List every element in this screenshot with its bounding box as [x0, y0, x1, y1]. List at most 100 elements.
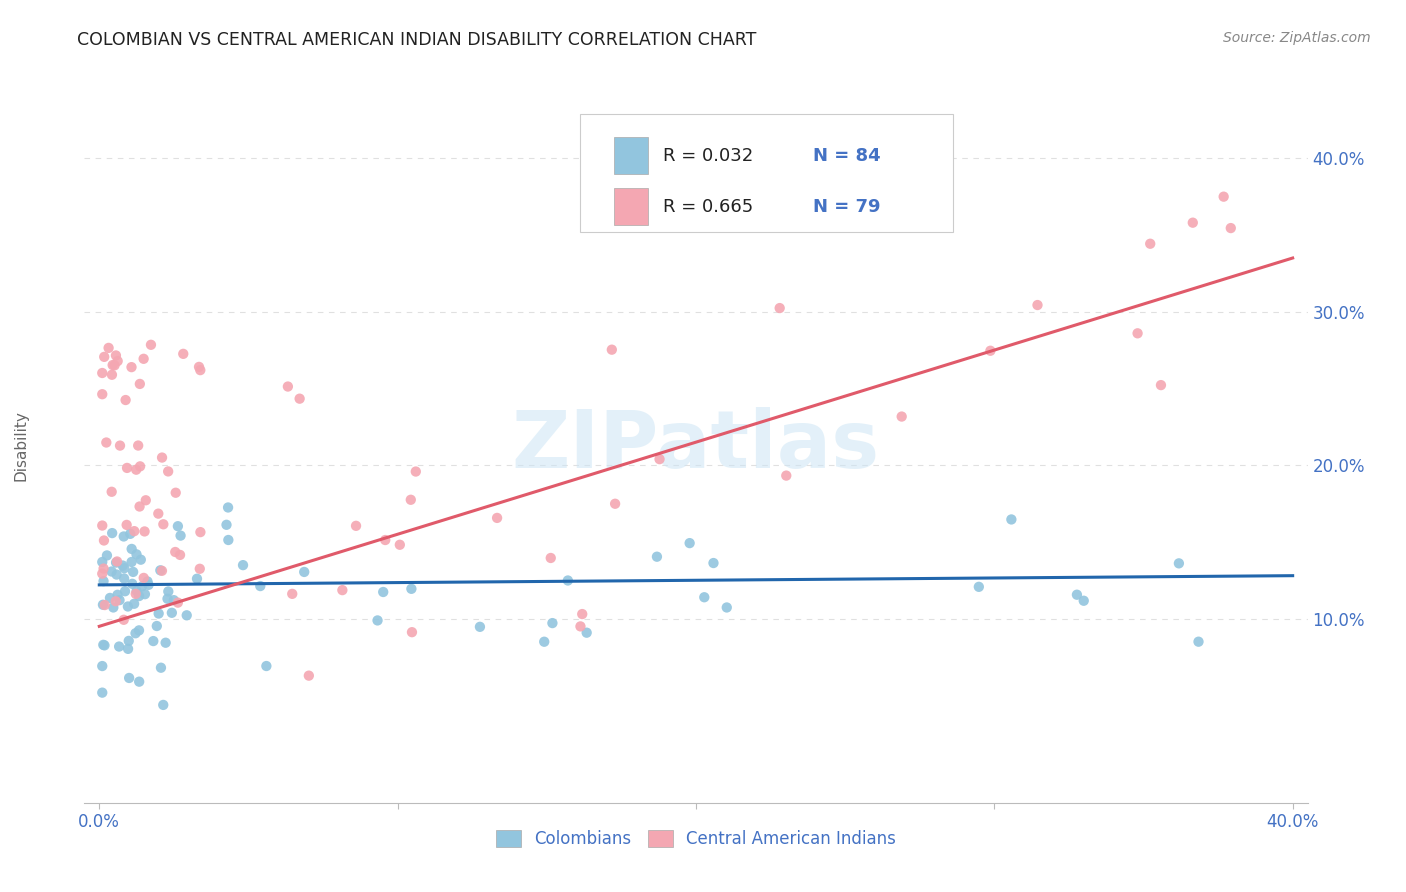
Point	[118, 671, 141, 685]
Point	[172, 347, 194, 361]
Point	[108, 593, 131, 607]
Point	[105, 556, 128, 570]
Point	[217, 533, 239, 547]
Point	[101, 526, 124, 541]
Y-axis label: Disability: Disability	[14, 410, 28, 482]
Point	[107, 354, 129, 368]
Point	[100, 565, 122, 579]
Point	[388, 538, 411, 552]
Point	[117, 641, 139, 656]
Point	[165, 545, 187, 559]
Point	[135, 493, 157, 508]
Point	[292, 565, 315, 579]
Point	[108, 439, 131, 453]
Point	[1026, 298, 1049, 312]
Point	[575, 625, 598, 640]
Point	[533, 634, 555, 648]
Point	[101, 358, 124, 372]
Point	[93, 561, 115, 575]
Point	[1181, 216, 1204, 230]
Point	[160, 606, 183, 620]
Point	[91, 518, 114, 533]
FancyBboxPatch shape	[579, 114, 953, 232]
Point	[693, 591, 716, 605]
Point	[122, 565, 145, 579]
Point	[1073, 593, 1095, 607]
Point	[111, 558, 134, 573]
Point	[108, 640, 131, 654]
Point	[979, 343, 1001, 358]
Point	[118, 633, 141, 648]
Point	[217, 500, 239, 515]
Point	[129, 459, 152, 474]
FancyBboxPatch shape	[614, 188, 648, 226]
Point	[298, 668, 321, 682]
Point	[134, 587, 156, 601]
Point	[93, 533, 115, 548]
Point	[93, 350, 115, 364]
Point	[128, 500, 150, 514]
Point	[165, 485, 187, 500]
Point	[232, 558, 254, 573]
Point	[169, 528, 191, 542]
Point	[603, 497, 626, 511]
Point	[139, 338, 162, 352]
Point	[120, 526, 142, 541]
Point	[97, 341, 120, 355]
Point	[93, 639, 115, 653]
Point	[124, 626, 146, 640]
Point	[152, 517, 174, 532]
Point	[121, 577, 143, 591]
Point	[367, 614, 389, 628]
Point	[1212, 189, 1234, 203]
Point	[399, 492, 422, 507]
Point	[775, 468, 797, 483]
Point	[540, 551, 562, 566]
Point	[716, 600, 738, 615]
Point	[122, 597, 145, 611]
Point	[277, 379, 299, 393]
Text: R = 0.032: R = 0.032	[664, 146, 754, 164]
Point	[150, 450, 173, 465]
Point	[91, 566, 114, 581]
Point	[249, 579, 271, 593]
Point	[115, 461, 138, 475]
Point	[557, 574, 579, 588]
Point	[156, 591, 179, 606]
Text: COLOMBIAN VS CENTRAL AMERICAN INDIAN DISABILITY CORRELATION CHART: COLOMBIAN VS CENTRAL AMERICAN INDIAN DIS…	[77, 31, 756, 49]
Point	[374, 533, 396, 547]
Point	[127, 438, 149, 452]
Point	[128, 376, 150, 391]
Point	[769, 301, 792, 315]
Legend: Colombians, Central American Indians: Colombians, Central American Indians	[489, 823, 903, 855]
Point	[373, 585, 395, 599]
Point	[1066, 588, 1088, 602]
Point	[100, 484, 122, 499]
Point	[91, 638, 114, 652]
Point	[91, 659, 114, 673]
Point	[96, 435, 118, 450]
Point	[405, 465, 427, 479]
Point	[105, 554, 128, 568]
Point	[125, 587, 148, 601]
Text: N = 79: N = 79	[814, 198, 882, 216]
Point	[648, 452, 671, 467]
Point	[132, 571, 155, 585]
Point	[1150, 378, 1173, 392]
Point	[679, 536, 702, 550]
Point	[401, 582, 423, 596]
Point	[125, 584, 148, 599]
Point	[112, 561, 135, 575]
Point	[125, 547, 148, 561]
Point	[148, 607, 170, 621]
Point	[121, 541, 143, 556]
Point	[1219, 221, 1241, 235]
Point	[215, 517, 238, 532]
Point	[188, 359, 211, 374]
Point	[131, 579, 153, 593]
Point	[105, 567, 128, 582]
Point	[104, 594, 127, 608]
Point	[1126, 326, 1149, 341]
Point	[486, 511, 509, 525]
Point	[332, 583, 354, 598]
